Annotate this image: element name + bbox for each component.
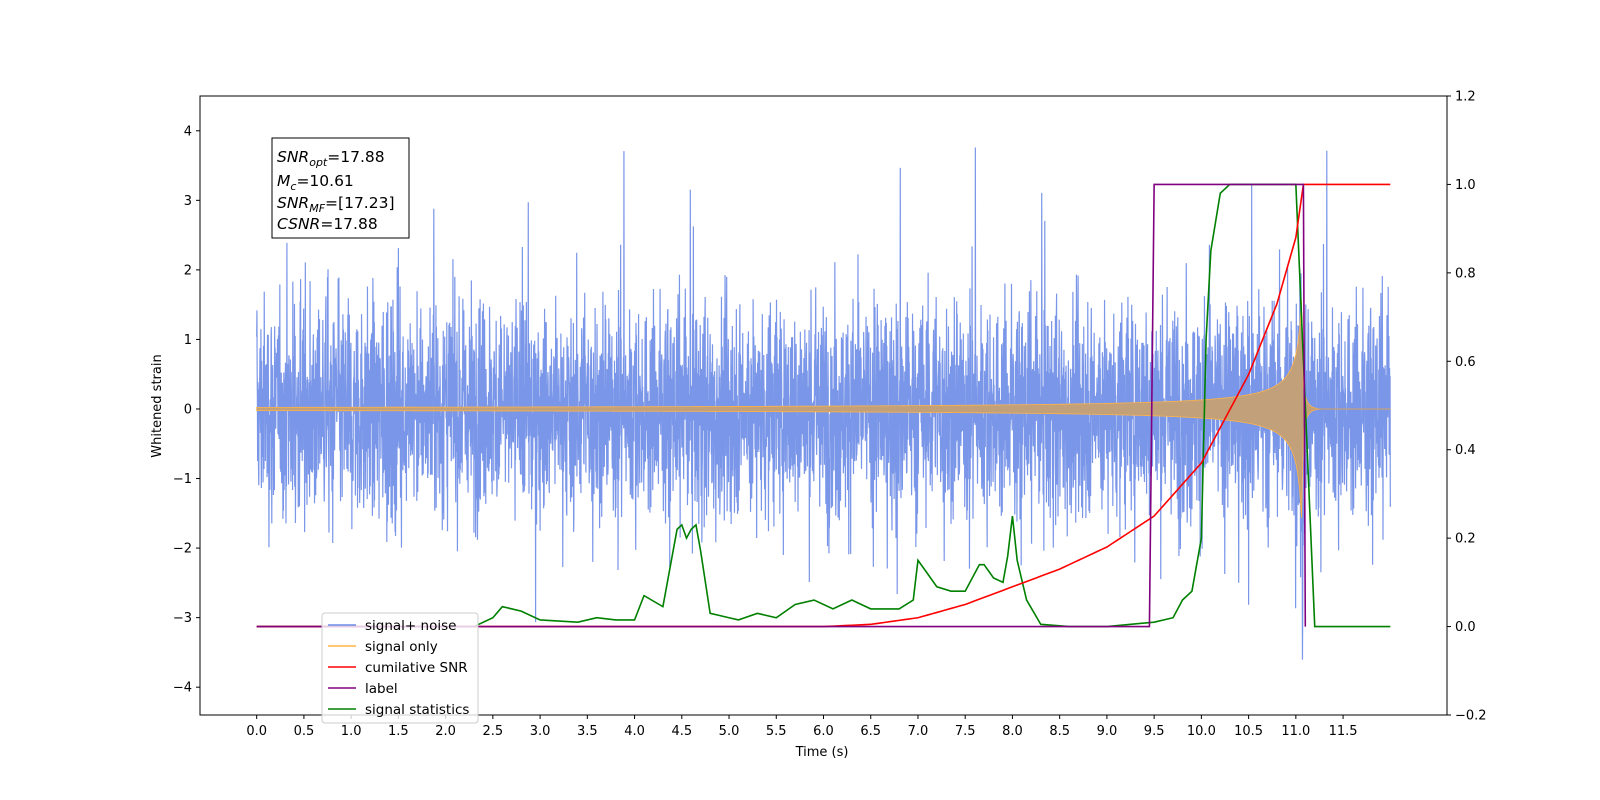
x-tick-label: 6.5 bbox=[860, 724, 881, 739]
x-axis-label: Time (s) bbox=[795, 745, 849, 760]
y-right-tick-label: 0.4 bbox=[1455, 443, 1476, 458]
y-left-tick-label: 4 bbox=[184, 124, 192, 139]
y-axis-right: 1.2 1.0 0.8 0.6 0.4 0.2 0.0 −0.2 bbox=[1447, 90, 1487, 724]
x-tick-label: 5.0 bbox=[719, 724, 740, 739]
y-right-tick-label: 0.8 bbox=[1455, 266, 1476, 281]
x-tick-label: 1.5 bbox=[388, 724, 409, 739]
annotation-box bbox=[271, 137, 410, 239]
y-axis-label: Whitened strain bbox=[150, 354, 165, 457]
x-axis: 0.0 0.5 1.0 1.5 2.0 2.5 3.0 3.5 4.0 4.5 5.0 5.5 6.0 6… bbox=[246, 715, 1358, 739]
x-tick-label: 4.5 bbox=[671, 724, 692, 739]
y-axis-left: 4 3 2 1 0 −1 −2 −3 −4 bbox=[173, 124, 200, 696]
y-left-tick-label: 3 bbox=[184, 194, 192, 209]
x-tick-label: 8.5 bbox=[1049, 724, 1070, 739]
legend-label-signal-only: signal only bbox=[365, 639, 438, 655]
series-signal-statistics bbox=[256, 183, 1391, 628]
x-tick-label: 2.5 bbox=[483, 724, 504, 739]
y-left-tick-label: 1 bbox=[184, 333, 192, 348]
x-tick-label: 11.5 bbox=[1329, 724, 1358, 739]
annotation-snr-opt: SNRopt=17.88 bbox=[277, 148, 385, 169]
series-signal-noise bbox=[256, 147, 1391, 660]
x-tick-label: 10.0 bbox=[1187, 724, 1216, 739]
y-left-tick-label: 0 bbox=[184, 402, 192, 417]
series-cumulative-snr bbox=[256, 183, 1391, 628]
legend-label-signal-statistics: signal statistics bbox=[365, 702, 469, 718]
plot-area bbox=[256, 147, 1391, 660]
y-left-tick-label: 2 bbox=[184, 263, 192, 278]
y-right-tick-label: 1.0 bbox=[1455, 178, 1476, 193]
y-right-tick-label: 1.2 bbox=[1455, 90, 1476, 105]
x-tick-label: 3.0 bbox=[530, 724, 551, 739]
y-right-tick-label: 0.0 bbox=[1455, 620, 1476, 635]
x-tick-label: 10.5 bbox=[1234, 724, 1263, 739]
annotation-snr-mf: SNRMF=[17.23] bbox=[277, 194, 395, 215]
x-tick-label: 9.0 bbox=[1097, 724, 1118, 739]
legend-box bbox=[321, 612, 479, 724]
x-tick-label: 2.0 bbox=[435, 724, 456, 739]
y-right-tick-label: 0.6 bbox=[1455, 355, 1476, 370]
x-tick-label: 5.5 bbox=[766, 724, 787, 739]
y-left-tick-label: −2 bbox=[173, 542, 192, 557]
x-tick-label: 6.0 bbox=[813, 724, 834, 739]
series-label bbox=[256, 183, 1307, 628]
y-left-tick-label: −1 bbox=[173, 472, 192, 487]
x-tick-label: 0.0 bbox=[246, 724, 267, 739]
y-left-tick-label: −4 bbox=[173, 681, 192, 696]
annotation-mc: Mc=10.61 bbox=[277, 172, 354, 193]
x-tick-label: 4.0 bbox=[624, 724, 645, 739]
x-tick-label: 8.0 bbox=[1002, 724, 1023, 739]
x-tick-label: 7.0 bbox=[908, 724, 929, 739]
legend: signal+ noise signal only cumilative SNR… bbox=[321, 612, 479, 724]
y-left-tick-label: −3 bbox=[173, 611, 192, 626]
x-tick-label: 0.5 bbox=[294, 724, 315, 739]
legend-label-signal-noise: signal+ noise bbox=[365, 618, 456, 634]
x-tick-label: 9.5 bbox=[1144, 724, 1165, 739]
x-tick-label: 7.5 bbox=[955, 724, 976, 739]
y-right-tick-label: −0.2 bbox=[1455, 709, 1487, 724]
legend-label-label: label bbox=[365, 681, 398, 697]
x-tick-label: 1.0 bbox=[341, 724, 362, 739]
annotation-csnr: CSNR=17.88 bbox=[277, 215, 378, 233]
stats-annotation: SNRopt=17.88 Mc=10.61 SNRMF=[17.23] CSNR… bbox=[271, 137, 410, 239]
legend-label-cumulative-snr: cumilative SNR bbox=[365, 660, 468, 676]
y-right-tick-label: 0.2 bbox=[1455, 532, 1476, 547]
x-tick-label: 11.0 bbox=[1281, 724, 1310, 739]
x-tick-label: 3.5 bbox=[577, 724, 598, 739]
